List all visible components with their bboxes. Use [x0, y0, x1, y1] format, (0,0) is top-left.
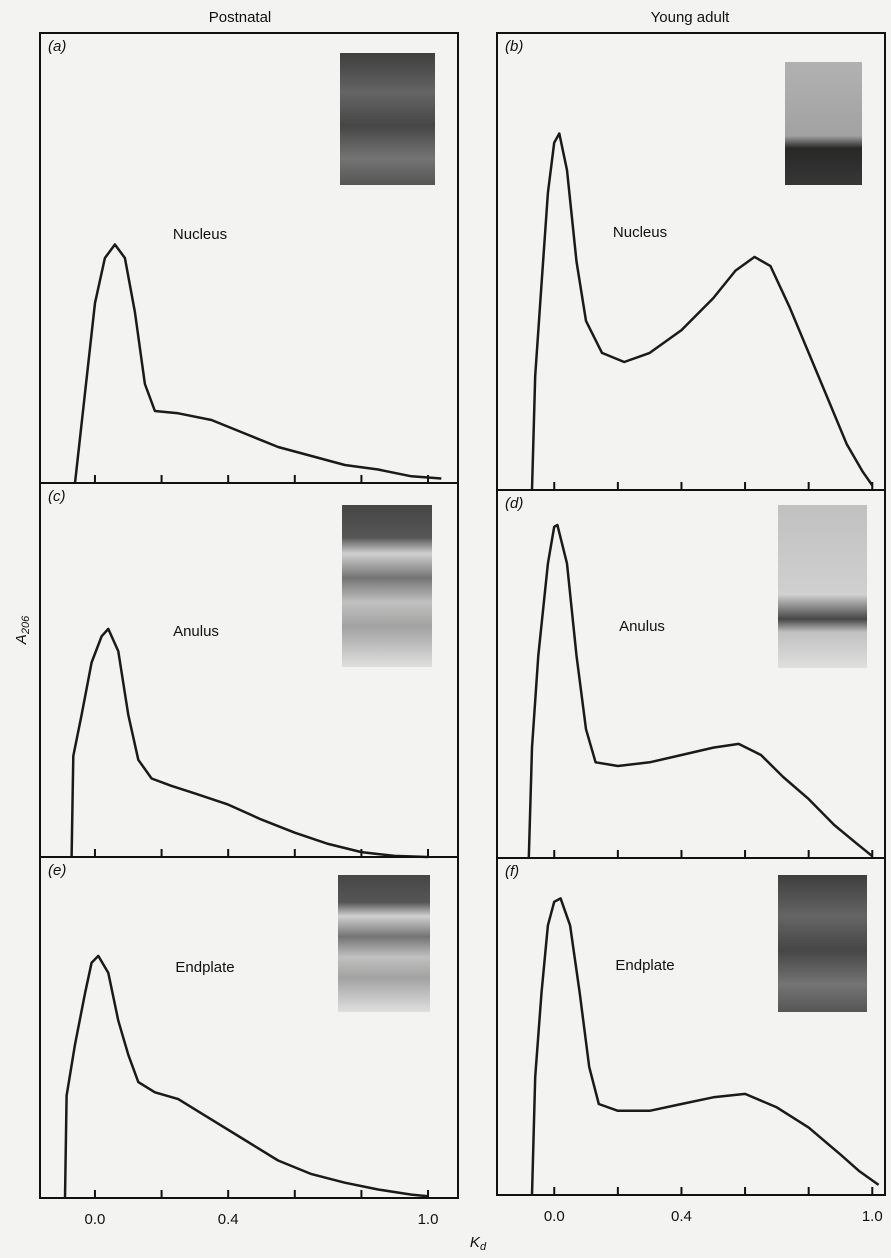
x-label-main: K — [470, 1234, 481, 1251]
x-tick-label: 0.0 — [85, 1211, 106, 1228]
panel-annotation: Endplate — [615, 957, 674, 974]
curve — [73, 243, 442, 484]
panel-label: (e) — [48, 862, 66, 879]
panel-frame — [39, 856, 459, 1199]
panel-annotation: Nucleus — [613, 224, 667, 241]
y-axis-label: A206 — [13, 615, 32, 645]
panel-label: (d) — [505, 495, 523, 512]
curve — [63, 954, 429, 1199]
x-tick-label: 1.0 — [862, 1208, 883, 1225]
panel-annotation: Anulus — [619, 618, 665, 635]
panel-annotation: Anulus — [173, 623, 219, 640]
curve — [527, 523, 874, 859]
panel-frame — [496, 857, 886, 1196]
panel-label: (b) — [505, 38, 523, 55]
y-label-sub: 206 — [20, 615, 32, 635]
panel-label: (f) — [505, 863, 519, 880]
column-title: Postnatal — [209, 9, 272, 26]
x-tick-label: 0.4 — [218, 1211, 239, 1228]
curve — [70, 627, 429, 859]
y-label-main: A — [13, 634, 30, 645]
x-axis-label: Kd — [470, 1234, 487, 1253]
x-tick-label: 0.4 — [671, 1208, 692, 1225]
x-tick-label: 1.0 — [418, 1211, 439, 1228]
x-tick-label: 0.0 — [544, 1208, 565, 1225]
gel-inset — [340, 53, 435, 185]
panel-annotation: Endplate — [175, 959, 234, 976]
x-label-sub: d — [480, 1241, 487, 1253]
column-title: Young adult — [651, 9, 731, 26]
gel-inset — [785, 62, 862, 185]
gel-inset — [778, 875, 867, 1012]
curve — [530, 132, 874, 491]
curve — [530, 897, 880, 1196]
gel-inset — [778, 505, 867, 668]
panel-annotation: Nucleus — [173, 226, 227, 243]
panel-label: (c) — [48, 488, 66, 505]
panel-label: (a) — [48, 38, 66, 55]
gel-inset — [342, 505, 432, 667]
gel-inset — [338, 875, 430, 1012]
